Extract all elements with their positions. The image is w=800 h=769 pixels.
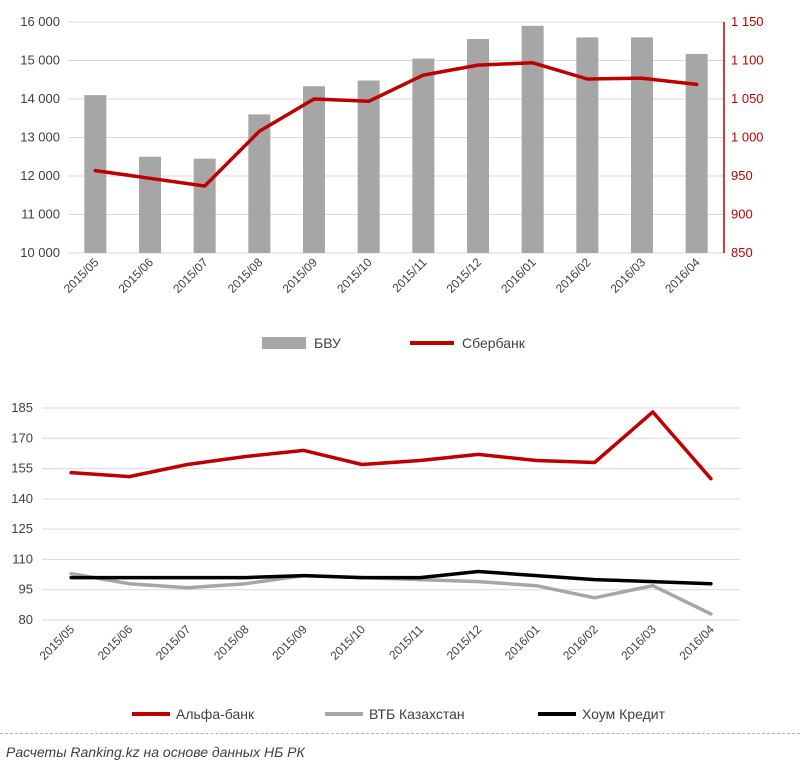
c1-x-tick-2016-03: 2016/03 xyxy=(608,255,649,296)
c1-x-tick-2016-02: 2016/02 xyxy=(553,255,594,296)
c1-bar-2015-11 xyxy=(412,58,435,254)
c1-bar-2015-09 xyxy=(303,86,325,253)
c1-x-tick-2015-08: 2015/08 xyxy=(225,255,266,296)
c1-bar-2016-04 xyxy=(685,53,708,253)
c2-x-tick-2015-06: 2015/06 xyxy=(95,622,136,663)
c2-y-tick: 125 xyxy=(11,521,33,536)
c1-bar-2015-06 xyxy=(139,156,161,253)
c1-x-tick-2016-04: 2016/04 xyxy=(662,255,703,296)
c1-legend-label-sberbank: Сбербанк xyxy=(462,335,526,351)
c2-legend-label-vtb-kazakhstan: ВТБ Казахстан xyxy=(369,706,465,722)
c1-y-left-tick: 12 000 xyxy=(20,168,60,183)
c1-bar-2016-02 xyxy=(576,37,599,254)
c1-y-left-tick: 16 000 xyxy=(20,14,60,29)
c2-x-tick-2015-10: 2015/10 xyxy=(327,622,368,663)
c2-x-tick-2016-01: 2016/01 xyxy=(502,622,543,663)
c1-bar-2015-08 xyxy=(248,114,271,254)
c1-x-tick-2015-12: 2015/12 xyxy=(444,255,485,296)
c1-bar-2016-03 xyxy=(631,37,653,254)
c1-y-right-tick: 850 xyxy=(731,245,753,260)
c2-x-tick-2016-03: 2016/03 xyxy=(618,622,659,663)
c1-x-tick-2015-05: 2015/05 xyxy=(61,255,102,296)
footer-divider xyxy=(0,733,800,734)
c2-x-tick-2015-08: 2015/08 xyxy=(211,622,252,663)
c2-x-tick-2016-04: 2016/04 xyxy=(676,622,717,663)
c1-x-tick-2015-11: 2015/11 xyxy=(390,255,430,295)
c1-bar-2015-12 xyxy=(467,38,489,253)
c2-line-alfa-bank xyxy=(69,410,713,481)
c1-bar-2015-10 xyxy=(357,80,380,254)
c1-x-tick-2016-01: 2016/01 xyxy=(498,255,539,296)
c2-y-tick: 80 xyxy=(19,612,33,627)
c2-x-tick-2015-12: 2015/12 xyxy=(444,622,485,663)
c1-line-sberbank xyxy=(93,61,699,188)
source-note: Расчеты Ranking.kz на основе данных НБ Р… xyxy=(6,744,305,760)
c1-legend-swatch-bvu xyxy=(262,337,306,349)
c1-y-left-tick: 14 000 xyxy=(20,91,60,106)
c1-y-left-tick: 11 000 xyxy=(21,207,60,222)
c2-legend-label-alfa-bank: Альфа-банк xyxy=(176,706,255,722)
c1-y-right-tick: 1 050 xyxy=(731,91,764,106)
c1-legend-label-bvu: БВУ xyxy=(314,335,341,351)
c1-bar-2015-07 xyxy=(193,158,216,253)
c1-bar-2016-01 xyxy=(521,25,544,253)
c1-y-left-tick: 10 000 xyxy=(20,245,60,260)
c2-y-tick: 95 xyxy=(19,582,33,597)
c1-y-left-tick: 15 000 xyxy=(20,53,60,68)
chart-alfa-vtb-homecredit: 80 95 110 125 140 155 170 185 2015/05 2015/06 2015… xyxy=(11,400,740,722)
c2-x-tick-2015-11: 2015/11 xyxy=(386,622,426,662)
c1-y-right-tick: 1 100 xyxy=(731,53,764,68)
c1-y-left-tick: 13 000 xyxy=(20,130,60,145)
c1-x-tick-2015-09: 2015/09 xyxy=(280,255,321,296)
c2-x-tick-2015-09: 2015/09 xyxy=(269,622,310,663)
c1-y-right-tick: 1 150 xyxy=(731,14,764,29)
c2-legend-label-home-credit: Хоум Кредит xyxy=(582,706,666,722)
c2-y-tick: 155 xyxy=(11,461,33,476)
c2-y-tick: 140 xyxy=(11,491,33,506)
c2-x-tick-2015-05: 2015/05 xyxy=(37,622,78,663)
c2-y-tick: 110 xyxy=(12,551,33,566)
c1-y-right-tick: 1 000 xyxy=(731,130,764,145)
c1-x-tick-2015-10: 2015/10 xyxy=(334,255,375,296)
c1-y-right-tick: 900 xyxy=(731,207,753,222)
chart-bvu-sberbank: 10 000 11 000 12 000 13 000 14 000 15 000 16 0… xyxy=(20,14,764,351)
c2-y-tick: 170 xyxy=(11,430,33,445)
c1-x-tick-2015-07: 2015/07 xyxy=(170,255,211,296)
c2-y-tick: 185 xyxy=(11,400,33,415)
c2-x-tick-2015-07: 2015/07 xyxy=(153,622,194,663)
c2-line-home-credit xyxy=(69,569,713,586)
c1-y-right-tick: 950 xyxy=(731,168,753,183)
c1-x-tick-2015-06: 2015/06 xyxy=(116,255,157,296)
c1-bar-2015-05 xyxy=(84,95,107,254)
c2-x-tick-2016-02: 2016/02 xyxy=(560,622,601,663)
